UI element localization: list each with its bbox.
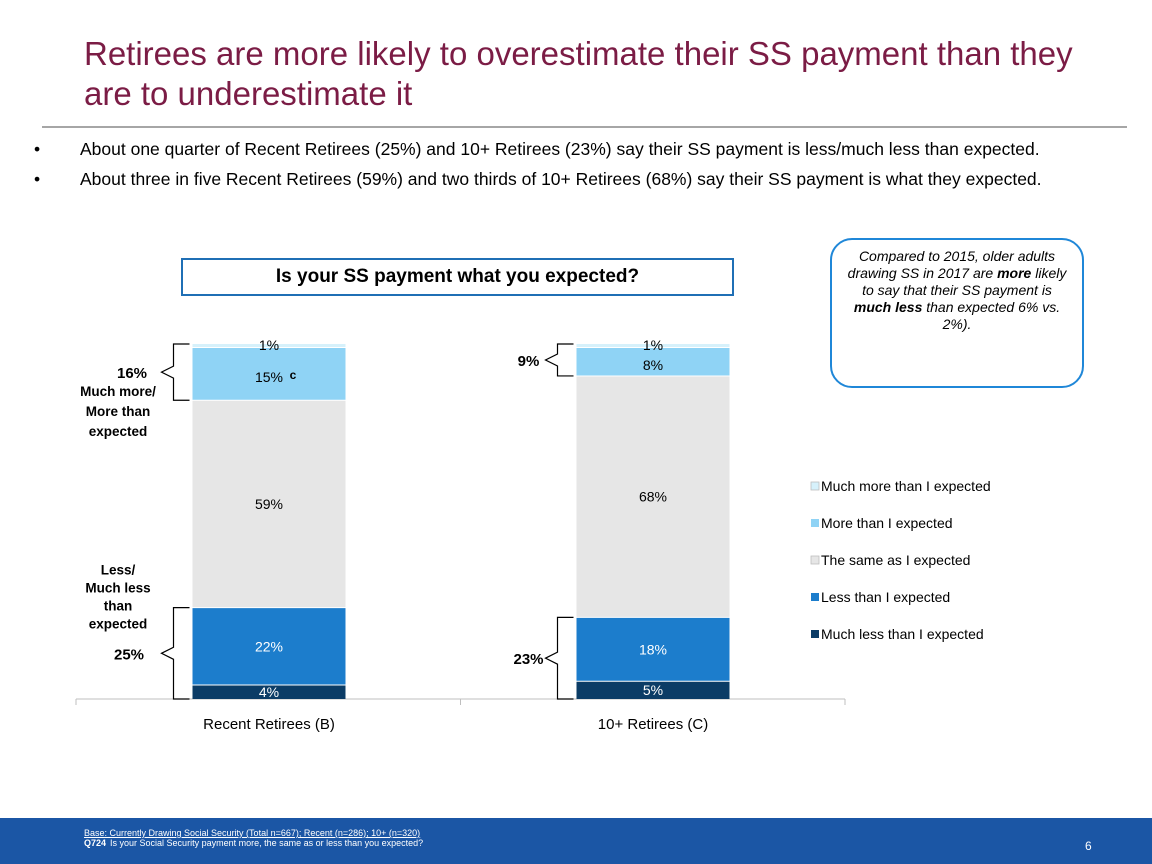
- bracket-label: expected: [89, 424, 148, 439]
- data-label: 1%: [643, 337, 663, 353]
- category-label: Recent Retirees (B): [203, 716, 335, 733]
- callout-box: Compared to 2015, older adults drawing S…: [830, 238, 1084, 388]
- bracket-shape: [544, 343, 574, 377]
- data-label: 1%: [259, 337, 279, 353]
- bar-segment: [576, 347, 730, 376]
- legend-swatch: [810, 481, 820, 491]
- data-label: 8%: [643, 357, 663, 373]
- bar-segment: [192, 347, 346, 401]
- bracket-shape: [544, 616, 574, 700]
- footer-bar: Base: Currently Drawing Social Security …: [0, 818, 1152, 864]
- data-label: 18%: [639, 641, 667, 657]
- legend-label: The same as I expected: [821, 552, 970, 568]
- bracket-label: Less/: [101, 563, 136, 578]
- bullet-list: • About one quarter of Recent Retirees (…: [34, 138, 1124, 198]
- callout-emphasis: more: [997, 265, 1032, 281]
- legend-swatch: [810, 555, 820, 565]
- data-label: 15%: [255, 369, 283, 385]
- legend-label: Much less than I expected: [821, 626, 984, 642]
- bullet-dot: •: [34, 139, 41, 159]
- bracket-label: 9%: [518, 353, 540, 370]
- data-label: 59%: [255, 496, 283, 512]
- bar-segment: [192, 684, 346, 699]
- bullet-item: • About one quarter of Recent Retirees (…: [34, 138, 1124, 160]
- title-divider: [42, 126, 1127, 128]
- bullet-text: About three in five Recent Retirees (59%…: [80, 169, 1042, 189]
- bar-segment: [192, 607, 346, 685]
- data-label: 68%: [639, 489, 667, 505]
- legend-label: More than I expected: [821, 515, 953, 531]
- bracket-label: expected: [89, 617, 148, 632]
- bracket-shape: [160, 343, 190, 401]
- footer-question-text: Is your Social Security payment more, th…: [110, 838, 424, 848]
- bracket-label: Much less: [85, 581, 150, 596]
- bullet-item: • About three in five Recent Retirees (5…: [34, 168, 1124, 190]
- chart-title: Is your SS payment what you expected?: [181, 258, 734, 296]
- legend-swatch: [811, 519, 819, 527]
- page-title: Retirees are more likely to overestimate…: [84, 35, 1073, 112]
- bar-segment: [192, 400, 346, 608]
- bracket-shape: [160, 607, 190, 700]
- legend-swatch: [811, 593, 819, 601]
- footer-base-note: Base: Currently Drawing Social Security …: [84, 828, 421, 838]
- callout-text: Compared to 2015, older adults drawing S…: [847, 248, 1056, 281]
- bracket-label: More than: [86, 404, 151, 419]
- category-label: 10+ Retirees (C): [598, 716, 708, 733]
- bracket-label: 23%: [513, 651, 543, 668]
- data-label: 22%: [255, 638, 283, 654]
- significance-marker: c: [290, 368, 297, 382]
- legend-label: Less than I expected: [821, 589, 950, 605]
- bullet-text: About one quarter of Recent Retirees (25…: [80, 139, 1040, 159]
- page-number: 6: [1085, 839, 1092, 853]
- bar-segment: [576, 344, 730, 348]
- callout-text: than expected 6% vs. 2%).: [922, 299, 1061, 332]
- footer-question-code: Q724: [84, 838, 107, 848]
- legend-label: Much more than I expected: [821, 478, 991, 494]
- bracket-label: 16%: [117, 365, 147, 382]
- bracket-label: than: [104, 599, 133, 614]
- callout-emphasis: much less: [853, 299, 923, 315]
- bracket-label: Much more/: [80, 384, 156, 399]
- data-label: 4%: [259, 684, 279, 700]
- bracket-label: 25%: [114, 646, 144, 663]
- legend-swatch: [811, 630, 819, 638]
- bar-segment: [192, 344, 346, 348]
- callout-text: likely to say that their SS payment is: [862, 265, 1067, 298]
- data-label: 5%: [643, 682, 663, 698]
- bullet-dot: •: [34, 169, 41, 189]
- bar-segment: [576, 681, 730, 699]
- footer-question: Q724 Is your Social Security payment more…: [84, 838, 423, 848]
- bar-segment: [576, 375, 730, 618]
- bar-segment: [576, 617, 730, 682]
- stacked-bar-chart: 4% 22% 59% 15% 1% Recent Retirees (B) 5% 18% 68%…: [75, 337, 991, 733]
